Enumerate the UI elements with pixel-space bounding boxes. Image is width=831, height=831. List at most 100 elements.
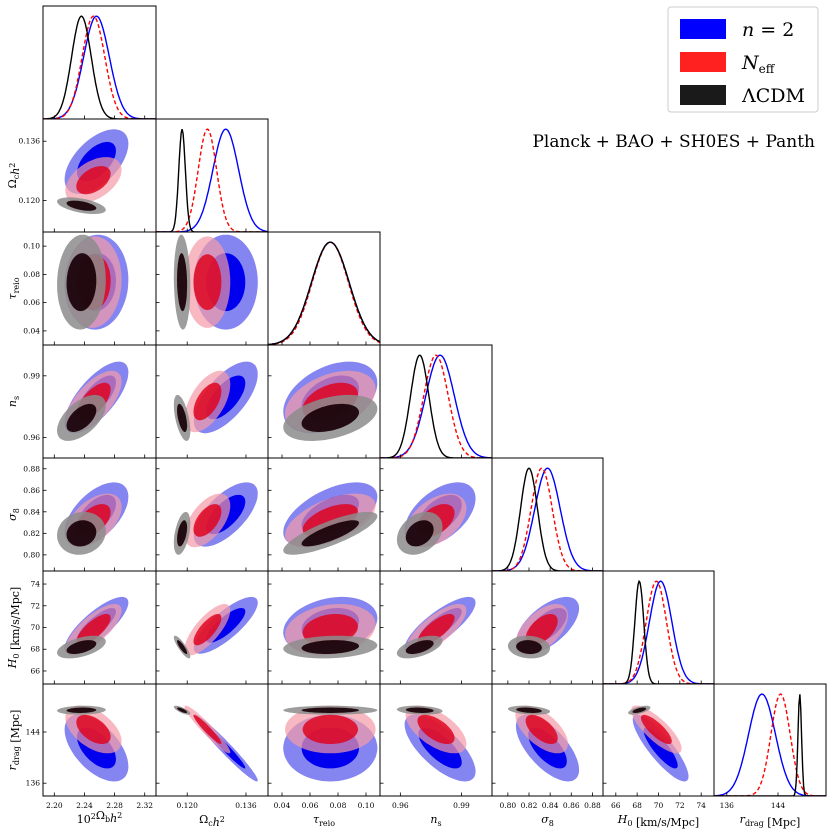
xtick-label-n_s: 0.99: [453, 801, 470, 810]
contour-68-lcdm-omega_cdm-n_s: [177, 403, 188, 432]
xtick-label-rdrag: 144: [771, 801, 786, 810]
ylabel-tau_reio: τreio: [6, 277, 21, 299]
ylabel-n_s: ns: [6, 396, 21, 407]
pdf-n2-tau_reio: [268, 241, 380, 345]
contour-68-lcdm-omega_b-sigma8: [66, 520, 97, 547]
pdf-lcdm-H0: [603, 579, 714, 684]
xtick-label-H0: 68: [632, 801, 642, 810]
contour-68-neff-omega_cdm-H0: [193, 614, 222, 646]
panel-tau_reio-vs-rdrag: [283, 705, 378, 782]
panel-omega_b-vs-omega_cdm: [57, 129, 129, 214]
xtick-label-sigma8: 0.86: [563, 801, 580, 810]
panel-tau_reio-vs-sigma8: [283, 482, 378, 555]
pdf-n2-rdrag: [714, 693, 826, 796]
xlabel-omega_cdm: Ωch2: [199, 813, 225, 829]
pdf-n2-sigma8: [492, 467, 603, 571]
contour-68-neff-omega_cdm-rdrag: [193, 714, 222, 744]
ytick-label-tau_reio: 0.08: [23, 270, 40, 279]
contour-68-neff-tau_reio-rdrag: [302, 714, 358, 744]
panel-n_s-vs-H0: [396, 596, 476, 659]
dataset-label: Planck + BAO + SH0ES + Panth: [532, 132, 815, 152]
xtick-label-omega_cdm: 0.136: [235, 801, 257, 810]
xtick-label-n_s: 0.96: [392, 801, 409, 810]
contour-68-lcdm-H0-rdrag: [632, 707, 647, 713]
contour-68-neff-omega_cdm-sigma8: [193, 504, 222, 537]
legend-swatch-neff: [680, 52, 726, 72]
ytick-label-sigma8: 0.80: [23, 550, 40, 559]
panel-1d-rdrag: [714, 693, 826, 796]
ytick-label-n_s: 0.99: [23, 371, 40, 380]
panel-H0-vs-rdrag: [628, 705, 689, 782]
contour-68-lcdm-omega_b-n_s: [66, 403, 97, 432]
ytick-label-tau_reio: 0.06: [23, 298, 40, 307]
pdf-neff-n_s: [380, 354, 492, 458]
ytick-label-rdrag: 136: [26, 779, 41, 788]
panel-omega_cdm-vs-tau_reio: [173, 234, 258, 330]
contour-68-lcdm-n_s-H0: [405, 640, 434, 654]
ytick-label-H0: 72: [30, 601, 40, 610]
xlabel-sigma8: σ8: [541, 813, 554, 828]
xtick-label-tau_reio: 0.06: [302, 801, 319, 810]
xtick-label-omega_b: 2.28: [106, 801, 123, 810]
contour-68-neff-omega_cdm-n_s: [193, 382, 222, 421]
legend-label-neff: Neff: [741, 52, 776, 76]
xtick-label-sigma8: 0.84: [542, 801, 559, 810]
contour-68-lcdm-omega_cdm-sigma8: [177, 520, 188, 547]
contour-68-neff-n_s-rdrag: [417, 714, 455, 744]
xtick-label-sigma8: 0.80: [500, 801, 517, 810]
xtick-label-H0: 72: [675, 801, 685, 810]
ytick-label-tau_reio: 0.04: [23, 326, 40, 335]
pdf-neff-omega_cdm: [156, 128, 268, 232]
ytick-label-H0: 70: [30, 623, 40, 632]
panel-tau_reio-vs-n_s: [283, 361, 378, 441]
legend-label-n2: n = 2: [742, 19, 794, 41]
ytick-label-sigma8: 0.84: [23, 507, 40, 516]
xtick-label-sigma8: 0.88: [584, 801, 601, 810]
contour-68-lcdm-omega_b-tau_reio: [66, 253, 97, 312]
xtick-label-tau_reio: 0.10: [358, 801, 375, 810]
contour-68-lcdm-omega_b-omega_cdm: [66, 200, 97, 211]
xtick-label-tau_reio: 0.08: [330, 801, 347, 810]
pdf-n2-omega_cdm: [156, 128, 268, 232]
ytick-label-omega_cdm: 0.136: [19, 137, 41, 146]
xlabel-omega_b: 102Ωbh2: [77, 809, 123, 826]
ytick-label-rdrag: 144: [26, 728, 41, 737]
xtick-label-H0: 74: [696, 801, 706, 810]
xtick-label-tau_reio: 0.04: [274, 801, 291, 810]
contour-68-lcdm-omega_cdm-rdrag: [177, 707, 188, 713]
contour-68-lcdm-tau_reio-rdrag: [301, 707, 359, 713]
contour-68-lcdm-omega_cdm-H0: [177, 640, 188, 654]
panel-1d-sigma8: [492, 467, 603, 571]
legend-swatch-lcdm: [680, 85, 726, 105]
xtick-label-omega_b: 2.24: [76, 801, 93, 810]
contour-68-lcdm-tau_reio-sigma8: [301, 520, 359, 547]
panels-layer: 2.20 2.24 2.28 2.32 0.120 0.136 0.04 0.06 0.08 0.…: [6, 5, 827, 829]
contour-68-lcdm-sigma8-rdrag: [516, 707, 542, 713]
panel-omega_cdm-vs-n_s: [173, 361, 258, 441]
panel-omega_b-vs-H0: [57, 596, 129, 659]
contour-68-neff-omega_b-omega_cdm: [76, 166, 111, 195]
panel-omega_cdm-vs-rdrag: [173, 705, 258, 782]
ytick-label-H0: 74: [30, 580, 40, 589]
pdf-neff-H0: [603, 580, 714, 684]
ylabel-H0: H0 [km/s/Mpc]: [6, 587, 22, 669]
ytick-label-sigma8: 0.88: [23, 464, 40, 473]
pdf-neff-rdrag: [714, 693, 826, 796]
contour-68-lcdm-n_s-rdrag: [405, 707, 434, 713]
contour-68-lcdm-sigma8-H0: [516, 640, 542, 654]
panel-n_s-vs-sigma8: [396, 482, 476, 555]
contour-68-neff-H0-rdrag: [641, 714, 672, 744]
panel-1d-H0: [603, 579, 714, 684]
xtick-label-sigma8: 0.82: [521, 801, 538, 810]
panel-frame-3-3: [379, 344, 493, 459]
xtick-label-H0: 70: [654, 801, 664, 810]
contour-68-lcdm-omega_b-H0: [66, 640, 97, 654]
panel-n_s-vs-rdrag: [396, 705, 476, 782]
panel-omega_cdm-vs-sigma8: [173, 482, 258, 555]
panel-omega_b-vs-tau_reio: [57, 234, 129, 330]
contour-68-neff-sigma8-rdrag: [525, 714, 558, 744]
xtick-label-omega_b: 2.32: [136, 801, 153, 810]
contour-68-lcdm-tau_reio-H0: [301, 640, 359, 654]
ylabel-sigma8: σ8: [6, 508, 21, 521]
legend: n = 2 Neff ΛCDM: [667, 6, 819, 113]
